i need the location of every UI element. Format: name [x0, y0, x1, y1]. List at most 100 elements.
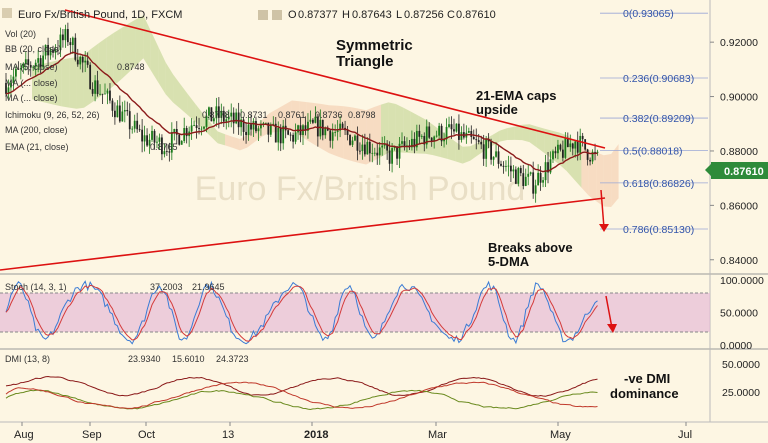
candle-body[interactable] — [584, 139, 587, 150]
candle-body[interactable] — [485, 139, 488, 159]
candle-body[interactable] — [500, 163, 502, 166]
candle-body[interactable] — [79, 56, 82, 65]
candle-body[interactable] — [443, 139, 445, 142]
time-axis[interactable]: Aug Sep Oct 13 2018 Mar May Jul — [14, 422, 692, 441]
candle-body[interactable] — [116, 105, 119, 118]
candle-body[interactable] — [235, 112, 238, 124]
candle-body[interactable] — [279, 127, 282, 144]
candle-body[interactable] — [356, 135, 359, 151]
candle-body[interactable] — [148, 139, 151, 146]
candle-body[interactable] — [220, 110, 223, 118]
candle-body[interactable] — [547, 162, 549, 173]
candle-body[interactable] — [319, 119, 322, 137]
candle-body[interactable] — [118, 105, 121, 122]
candle-body[interactable] — [104, 93, 106, 95]
candle-body[interactable] — [17, 68, 20, 70]
candle-body[interactable] — [213, 118, 215, 122]
candle-body[interactable] — [91, 88, 94, 94]
candle-body[interactable] — [123, 109, 126, 112]
candle-body[interactable] — [198, 128, 200, 129]
candle-body[interactable] — [527, 173, 530, 177]
candle-body[interactable] — [158, 137, 161, 142]
candle-body[interactable] — [255, 121, 257, 132]
candle-body[interactable] — [32, 66, 35, 68]
candle-body[interactable] — [66, 29, 69, 43]
upper-trendline[interactable] — [64, 9, 606, 149]
candle-body[interactable] — [312, 119, 314, 123]
candle-body[interactable] — [136, 120, 139, 130]
candle-body[interactable] — [180, 140, 183, 145]
candle-body[interactable] — [252, 121, 255, 130]
dmi-label[interactable]: DMI (13, 8) — [5, 354, 50, 364]
candle-body[interactable] — [396, 146, 398, 159]
candle-body[interactable] — [359, 150, 361, 152]
candle-body[interactable] — [428, 126, 431, 138]
candle-body[interactable] — [329, 130, 332, 141]
candle-body[interactable] — [381, 145, 384, 148]
candle-body[interactable] — [250, 124, 252, 130]
candle-body[interactable] — [453, 129, 455, 132]
candle-body[interactable] — [178, 134, 181, 145]
candle-body[interactable] — [391, 148, 393, 164]
candle-body[interactable] — [260, 123, 262, 129]
candle-body[interactable] — [438, 125, 441, 136]
candle-body[interactable] — [467, 130, 470, 133]
candle-body[interactable] — [440, 125, 443, 142]
candle-body[interactable] — [146, 135, 148, 146]
candle-body[interactable] — [445, 126, 448, 140]
candle-body[interactable] — [240, 119, 243, 128]
candle-body[interactable] — [591, 151, 594, 162]
candle-body[interactable] — [420, 135, 423, 137]
candle-body[interactable] — [131, 128, 134, 130]
candle-body[interactable] — [594, 151, 596, 153]
eye-icon[interactable] — [272, 10, 282, 20]
candle-body[interactable] — [200, 128, 203, 130]
candle-body[interactable] — [477, 140, 480, 142]
candle-body[interactable] — [37, 58, 40, 63]
candle-body[interactable] — [517, 168, 520, 184]
candle-body[interactable] — [505, 166, 507, 167]
candle-body[interactable] — [331, 132, 334, 141]
candle-body[interactable] — [7, 87, 10, 94]
candle-body[interactable] — [289, 134, 292, 136]
candle-body[interactable] — [101, 93, 104, 95]
candle-body[interactable] — [57, 49, 59, 51]
candle-body[interactable] — [114, 110, 116, 118]
candle-body[interactable] — [99, 93, 101, 95]
candle-body[interactable] — [52, 49, 54, 53]
candle-body[interactable] — [373, 152, 376, 154]
candle-body[interactable] — [549, 159, 552, 173]
candle-body[interactable] — [210, 107, 213, 122]
candle-body[interactable] — [316, 116, 319, 137]
candle-body[interactable] — [423, 135, 426, 145]
candle-body[interactable] — [393, 146, 396, 149]
candle-body[interactable] — [64, 29, 67, 41]
candle-body[interactable] — [175, 129, 178, 135]
candle-body[interactable] — [34, 62, 37, 67]
candle-body[interactable] — [589, 159, 591, 162]
ema21-label[interactable]: EMA (21, close) — [5, 142, 69, 152]
candle-body[interactable] — [411, 138, 413, 148]
candle-body[interactable] — [294, 132, 297, 142]
candle-body[interactable] — [415, 130, 418, 148]
candle-body[interactable] — [334, 132, 337, 133]
candle-body[interactable] — [346, 130, 349, 135]
candle-body[interactable] — [413, 138, 416, 148]
candle-body[interactable] — [257, 128, 260, 132]
candle-body[interactable] — [54, 49, 57, 53]
candle-body[interactable] — [292, 134, 294, 142]
candle-body[interactable] — [510, 165, 512, 172]
candle-body[interactable] — [366, 141, 369, 155]
candle-body[interactable] — [193, 125, 195, 126]
candle-body[interactable] — [230, 112, 233, 117]
candle-body[interactable] — [418, 130, 421, 137]
candle-body[interactable] — [326, 128, 329, 131]
candle-body[interactable] — [386, 143, 389, 151]
candle-body[interactable] — [502, 165, 505, 167]
candle-body[interactable] — [304, 125, 307, 131]
candle-body[interactable] — [287, 130, 290, 135]
candle-body[interactable] — [487, 139, 490, 142]
candle-body[interactable] — [524, 176, 527, 186]
candle-body[interactable] — [507, 165, 510, 167]
